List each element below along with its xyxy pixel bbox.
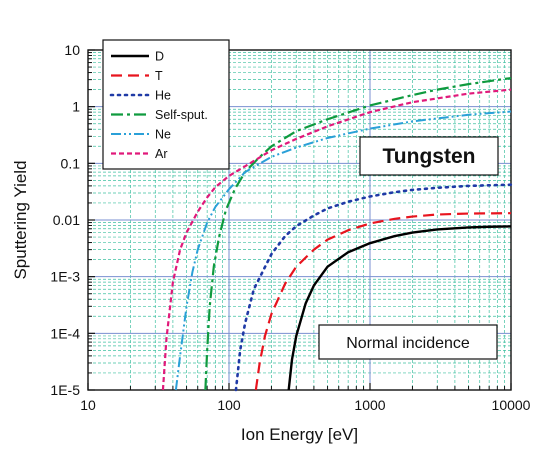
x-axis-title: Ion Energy [eV]: [241, 425, 358, 444]
y-tick-label: 1: [72, 99, 80, 115]
x-tick-label: 10: [80, 397, 96, 413]
y-tick-label: 1E-4: [50, 325, 80, 341]
y-axis-title: Sputtering Yield: [11, 160, 30, 279]
series-line-d: [287, 225, 512, 391]
y-tick-labels: 1E-5 1E-4 1E-3 0.01 0.1 1 10: [50, 42, 80, 398]
legend-label: T: [155, 69, 163, 83]
y-tick-label: 1E-3: [50, 269, 80, 285]
series-line-ar: [161, 88, 512, 391]
series-layer: [161, 76, 513, 392]
incidence-annotation: Normal incidence: [318, 324, 498, 360]
y-tick-label: 1E-5: [50, 382, 80, 398]
legend-label: Self-sput.: [155, 108, 208, 122]
material-annotation: Tungsten: [359, 136, 499, 176]
material-label: Tungsten: [383, 145, 476, 168]
x-tick-label: 1000: [354, 397, 385, 413]
legend-label: He: [155, 89, 171, 103]
x-tick-label: 100: [217, 397, 241, 413]
series-line-ne: [174, 110, 512, 391]
series-line-he: [234, 183, 513, 392]
y-tick-label: 0.1: [61, 155, 81, 171]
legend-box: [102, 39, 230, 170]
legend-label: Ar: [155, 147, 168, 161]
y-tick-label: 0.01: [53, 212, 80, 228]
legend-label: Ne: [155, 128, 171, 142]
legend: DT He Self-sput. Ne Ar: [102, 39, 230, 170]
y-tick-label: 10: [64, 42, 80, 58]
incidence-label: Normal incidence: [346, 335, 470, 352]
incidence-box: [318, 324, 498, 360]
x-tick-label: 10000: [492, 397, 531, 413]
legend-label: D: [155, 50, 164, 64]
axis-ticks: [87, 49, 512, 391]
series-line-t: [254, 212, 512, 391]
x-tick-labels: 10 100 1000 10000: [80, 397, 530, 413]
material-box: [359, 136, 499, 176]
series-line-self-sput: [204, 76, 512, 391]
